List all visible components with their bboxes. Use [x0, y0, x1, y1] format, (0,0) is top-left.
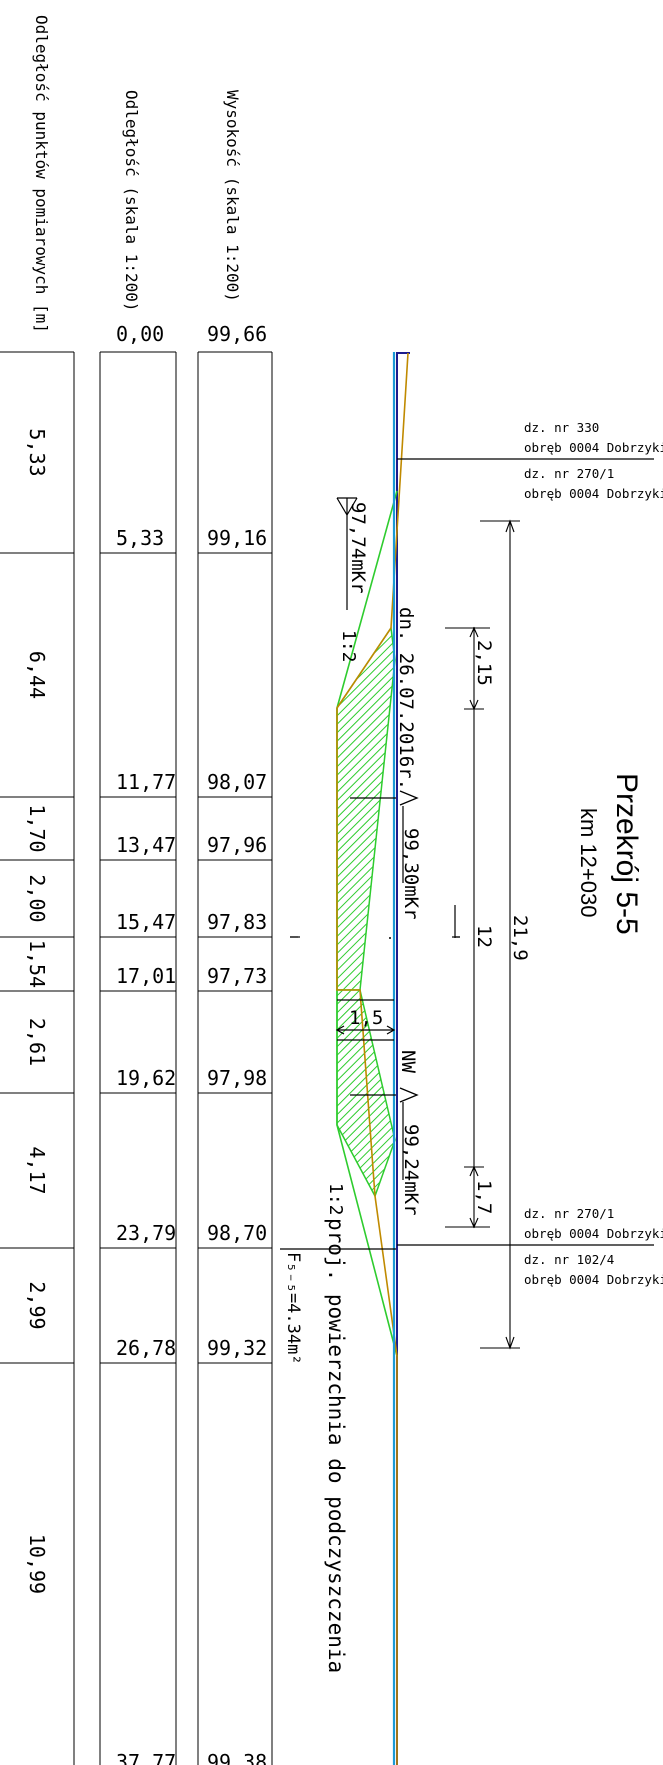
row-distance: 11,77: [116, 770, 176, 794]
parcel-1-number: dz. nr 330: [524, 420, 599, 435]
dim-12: 12: [473, 925, 495, 948]
row-elevation: 97,83: [207, 910, 267, 934]
row-distance: 13,47: [116, 833, 176, 857]
parcel-3-number: dz. nr 270/1: [524, 1206, 614, 1221]
row-segment-length: 10,99: [25, 1534, 49, 1594]
dim-2-15: 2,15: [473, 640, 495, 686]
depth-label: 1,5: [349, 1007, 383, 1029]
row-elevation: 97,96: [207, 833, 267, 857]
row-segment-length: 2,61: [25, 1018, 49, 1066]
water-left-label: 99,30mKr: [400, 828, 422, 920]
row-distance: 15,47: [116, 910, 176, 934]
row-segment-length: 2,99: [25, 1281, 49, 1329]
header-elevation: Wysokość (skala 1:200): [223, 90, 242, 302]
row-segment-length: 5,33: [25, 428, 49, 476]
section-title: Przekrój 5-5: [610, 773, 643, 935]
dimension-lines: [445, 519, 520, 1350]
parcel-4-precinct: obręb 0004 Dobrzyki: [524, 1272, 663, 1287]
table-grid: [0, 351, 273, 1765]
table-row-lines: [0, 552, 272, 1364]
slope-left-label: 1:2: [338, 630, 359, 663]
row-segment-length: 6,44: [25, 651, 49, 699]
dim-21-9: 21,9: [509, 915, 531, 961]
nw-label: NW: [397, 1050, 419, 1073]
parcel-2-precinct: obręb 0004 Dobrzyki: [524, 486, 663, 501]
row-segment-length: 2,00: [25, 874, 49, 922]
row-segment-length: 1,54: [25, 940, 49, 988]
slope-right-label: 1:2: [325, 1183, 346, 1216]
cleaning-area-upper: [336, 625, 396, 991]
start-distance: 0,00: [116, 322, 164, 346]
row-distance: 17,01: [116, 964, 176, 988]
start-elevation: 99,66: [207, 322, 267, 346]
row-elevation: 99,32: [207, 1336, 267, 1360]
row-distance: 19,62: [116, 1066, 176, 1090]
row-elevation: 99,38: [207, 1750, 267, 1765]
axis-dot: [389, 937, 391, 939]
parcel-labels: dz. nr 330 obręb 0004 Dobrzyki dz. nr 27…: [524, 420, 663, 1287]
row-distance: 5,33: [116, 526, 164, 550]
row-segment-length: 1,70: [25, 804, 49, 852]
parcel-1-precinct: obręb 0004 Dobrzyki: [524, 440, 663, 455]
table-rows: 5,33 5,33 99,16 6,44 11,77 98,07 1,70 13,47 97,9…: [25, 428, 267, 1765]
water-marker-left: [399, 790, 419, 806]
header-distance: Odległość (skala 1:200): [122, 90, 141, 312]
section-km: km 12+030: [576, 808, 601, 917]
proj-surface-label: proj. powierzchnia do podczyszczenia: [324, 1218, 348, 1673]
depth-dimension: [335, 1025, 396, 1035]
survey-date: dn. 26.07.2016r.: [395, 607, 417, 790]
left-crest-label: 97,74mKr: [347, 502, 369, 594]
parcel-3-precinct: obręb 0004 Dobrzyki: [524, 1226, 663, 1241]
parcel-2-number: dz. nr 270/1: [524, 466, 614, 481]
water-marker-nw: [399, 1087, 419, 1103]
row-distance: 37,77: [116, 1750, 176, 1765]
row-distance: 26,78: [116, 1336, 176, 1360]
row-elevation: 97,98: [207, 1066, 267, 1090]
row-segment-length: 4,17: [25, 1146, 49, 1194]
left-crest-marker: [336, 497, 358, 610]
header-segment-lengths: Odległość punktów pomiarowych [m]: [32, 15, 51, 333]
row-elevation: 98,07: [207, 770, 267, 794]
row-elevation: 98,70: [207, 1221, 267, 1245]
row-distance: 23,79: [116, 1221, 176, 1245]
water-right-label: 99,24mKr: [400, 1124, 422, 1216]
row-elevation: 99,16: [207, 526, 267, 550]
dim-1-7: 1,7: [473, 1180, 495, 1214]
parcel-4-number: dz. nr 102/4: [524, 1252, 614, 1267]
area-label: F₅₋₅=4.34m²: [283, 1252, 303, 1365]
row-elevation: 97,73: [207, 964, 267, 988]
